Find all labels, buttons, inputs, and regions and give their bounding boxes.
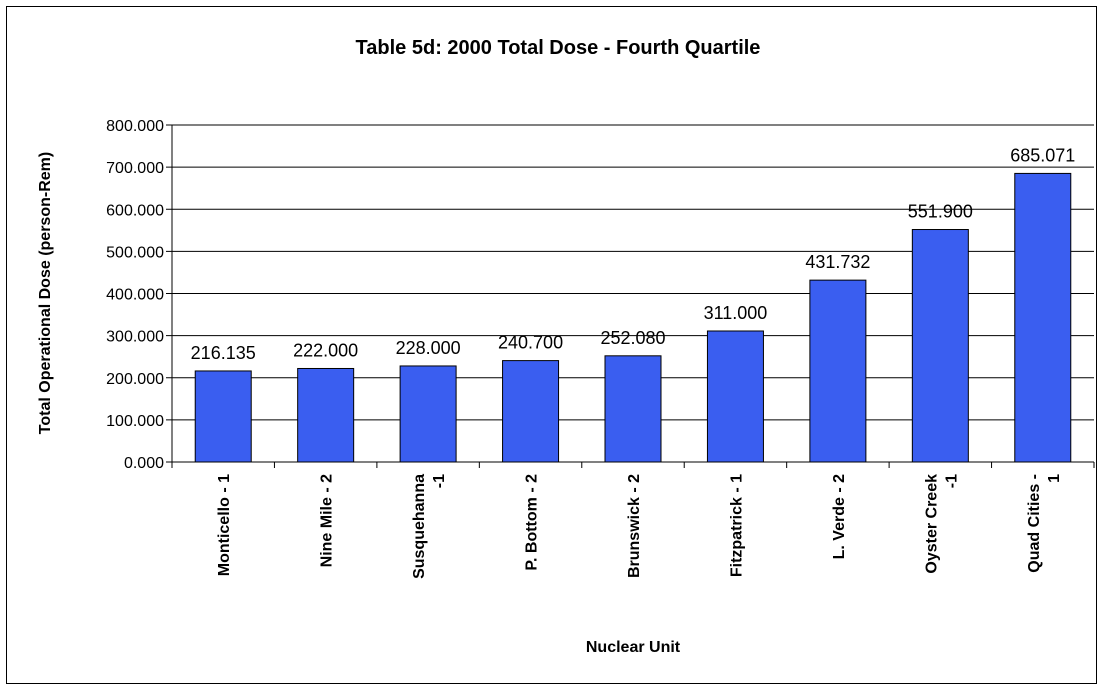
data-label: 252.080: [600, 328, 665, 348]
data-label: 228.000: [396, 338, 461, 358]
bar: [706, 330, 764, 463]
data-label: 551.900: [908, 202, 973, 222]
x-tick-label: Quad Cities -1: [1026, 474, 1063, 573]
data-label: 685.071: [1010, 145, 1075, 165]
bars: [194, 172, 1072, 463]
y-tick-label: 500.000: [106, 244, 164, 261]
x-tick-label: Monticello - 1: [216, 474, 233, 576]
svg-text:L. Verde - 2: L. Verde - 2: [831, 474, 848, 559]
y-tick-label: 200.000: [106, 371, 164, 388]
svg-text:Susquehanna-1: Susquehanna -1: [411, 474, 448, 579]
bar: [502, 360, 560, 463]
bar: [297, 367, 355, 463]
bar: [604, 355, 662, 463]
svg-text:Nine Mile - 2: Nine Mile - 2: [319, 474, 336, 567]
y-tick-label: 300.000: [106, 329, 164, 346]
labels: 0.000 100.000 200.000 300.000 400.000 500.000…: [106, 118, 1075, 579]
data-label: 311.000: [704, 303, 768, 323]
x-tick-label: Brunswick - 2: [626, 474, 643, 578]
svg-text:Oyster Creek-1: Oyster Creek -1: [923, 474, 960, 574]
x-tick-label: Susquehanna -1: [411, 474, 448, 579]
data-label: 240.700: [498, 333, 563, 353]
y-tick-label: 100.000: [106, 413, 164, 430]
bar: [194, 370, 252, 463]
svg-text:Quad Cities -1: Quad Cities -1: [1026, 474, 1063, 573]
y-tick-label: 800.000: [106, 118, 164, 135]
data-label: 431.732: [805, 252, 870, 272]
y-tick-label: 400.000: [106, 287, 164, 304]
svg-text:Brunswick - 2: Brunswick - 2: [626, 474, 643, 578]
chart-title: Table 5d: 2000 Total Dose - Fourth Quart…: [356, 37, 761, 59]
axes: [166, 124, 1095, 468]
x-tick-label: P. Bottom - 2: [524, 474, 541, 571]
svg-text:Monticello - 1: Monticello - 1: [216, 474, 233, 576]
bar: [1014, 172, 1072, 463]
y-tick-label: 0.000: [124, 455, 164, 472]
y-tick-label: 700.000: [106, 160, 164, 177]
svg-text:Fitzpatrick - 1: Fitzpatrick - 1: [728, 474, 745, 577]
y-tick-label: 600.000: [106, 202, 164, 219]
svg-text:P. Bottom - 2: P. Bottom - 2: [524, 474, 541, 571]
x-tick-label: Fitzpatrick - 1: [728, 474, 745, 577]
x-tick-label: Nine Mile - 2: [319, 474, 336, 567]
x-tick-label: Oyster Creek -1: [923, 474, 960, 574]
bar: [399, 365, 457, 463]
data-label: 216.135: [191, 343, 256, 363]
y-axis-title: Total Operational Dose (person-Rem): [37, 152, 54, 434]
data-label: 222.000: [293, 340, 358, 360]
x-tick-label: L. Verde - 2: [831, 474, 848, 559]
bar: [809, 279, 867, 463]
x-axis-title: Nuclear Unit: [586, 639, 681, 656]
bar: [911, 229, 969, 463]
